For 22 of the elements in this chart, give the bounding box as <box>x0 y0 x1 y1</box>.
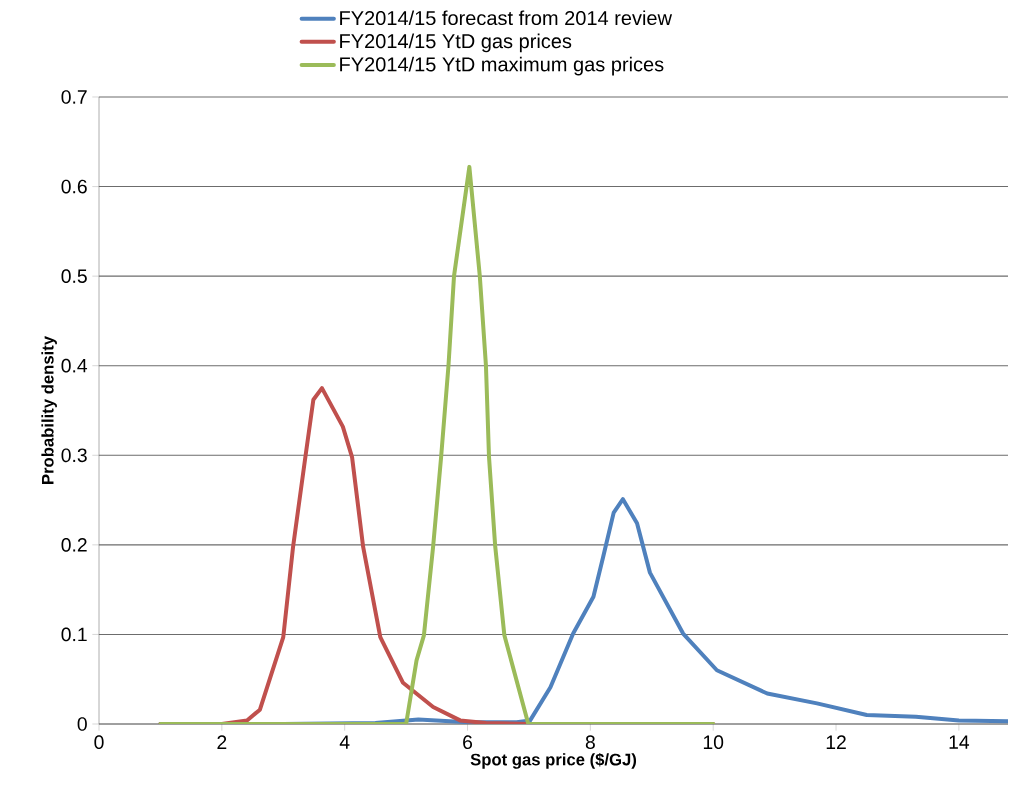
y-tick-label: 0.1 <box>61 627 87 642</box>
y-tick-label: 0.5 <box>61 269 87 283</box>
x-tick-label: 8 <box>585 735 595 750</box>
legend-label: FY2014/15 YtD gas prices <box>340 33 572 53</box>
x-tick-label: 4 <box>339 735 350 749</box>
y-tick-label: 0.4 <box>61 358 88 373</box>
x-tick-label: 0 <box>94 735 104 750</box>
y-tick-label: 0.7 <box>61 90 87 104</box>
x-tick-label: 14 <box>949 735 970 749</box>
line-series <box>158 164 716 724</box>
y-tick-label: 0.2 <box>61 538 87 552</box>
x-axis-title: Spot gas price ($/GJ) <box>470 752 637 769</box>
y-axis-title: Probability density <box>41 336 57 484</box>
x-tick-label: 2 <box>217 735 227 749</box>
legend-label: FY2014/15 forecast from 2014 review <box>340 10 673 26</box>
legend-label: FY2014/15 YtD maximum gas prices <box>340 56 664 76</box>
y-tick-label: 0.6 <box>61 179 87 194</box>
x-tick-label: 6 <box>463 735 473 750</box>
x-tick-label: 12 <box>826 735 846 749</box>
y-tick-label: 0.3 <box>61 448 87 463</box>
x-tick-label: 10 <box>703 735 724 750</box>
y-tick-label: 0 <box>77 717 87 731</box>
